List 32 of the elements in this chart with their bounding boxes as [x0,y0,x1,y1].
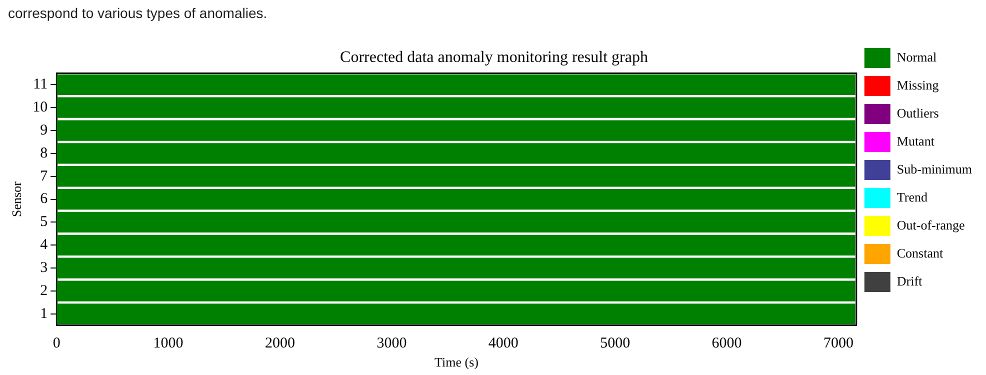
text: correspond to various types of anomalies. [8,5,268,21]
chart-title: Corrected data anomaly monitoring result graph [340,48,648,66]
x-tick-label: 4000 [488,335,518,352]
legend-label: Missing [896,77,940,92]
legend-label: Sub-minimum [896,161,972,176]
y-tick-label: 8 [40,145,48,162]
legend-label: Drift [896,273,923,288]
x-tick-label: 0 [52,335,60,352]
y-tick-label: 5 [40,214,48,230]
y-tick-label: 1 [40,306,48,322]
legend-label: Outliers [896,105,939,120]
legend-label: Trend [896,189,928,204]
x-tick-label: 1000 [153,335,184,352]
legend-label: Out-of-range [896,217,965,232]
x-tick-label: 3000 [376,335,407,352]
y-tick-label: 3 [40,260,48,276]
y-tick-label: 9 [40,122,48,138]
x-tick-label: 2000 [265,335,296,352]
y-tick-label: 10 [32,100,48,116]
x-tick-label: 6000 [712,335,742,352]
y-tick-label: 6 [40,191,48,208]
legend-label: Constant [896,245,944,260]
x-tick-label: 7000 [824,335,854,352]
y-tick-label: 7 [40,168,48,184]
legend-label: Mutant [896,133,935,148]
y-tick-label: 4 [40,237,48,254]
legend-label: Normal [896,49,937,64]
y-axis-title: Sensor [9,180,24,217]
x-tick-label: 5000 [600,335,630,352]
y-tick-label: 2 [40,282,48,299]
x-axis-title: Time (s) [434,354,478,370]
y-tick-label: 11 [33,76,48,93]
